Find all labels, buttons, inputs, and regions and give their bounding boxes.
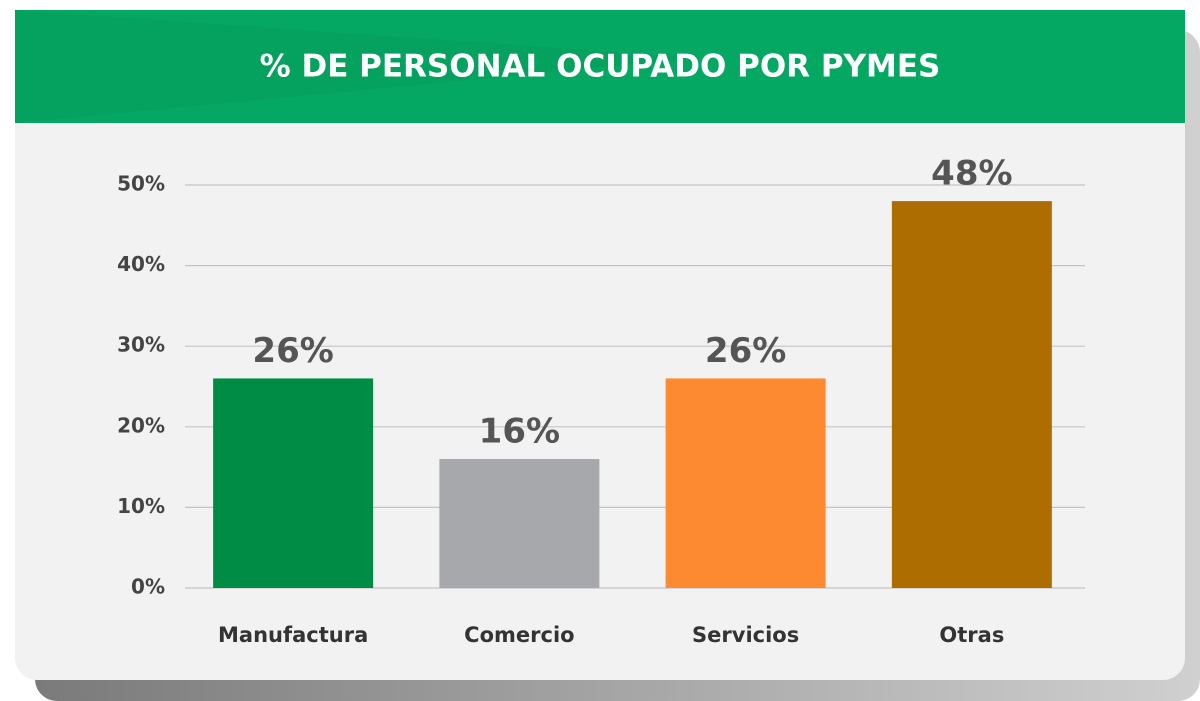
plot-area: 0% 10% 20% 30% 40% 50% Manufactura 26% Comercio 1… [117, 154, 1085, 647]
x-tick-label: Servicios [692, 623, 799, 647]
value-label: 48% [931, 154, 1012, 194]
x-tick-label: Comercio [464, 623, 574, 647]
value-label: 16% [479, 412, 560, 452]
y-tick-label: 40% [117, 252, 165, 276]
y-tick-label: 10% [117, 494, 165, 518]
value-label: 26% [252, 331, 333, 371]
header-stripe [15, 10, 700, 123]
y-tick-label: 20% [117, 413, 165, 437]
value-label: 26% [705, 331, 786, 371]
bar [891, 201, 1052, 588]
chart-title: % DE PERSONAL OCUPADO POR PYMES [260, 49, 941, 85]
header-top [15, 10, 1185, 123]
x-tick-label: Otras [939, 623, 1004, 647]
bar [213, 378, 374, 588]
bar [439, 459, 600, 588]
y-tick-label: 30% [117, 333, 165, 357]
bar [665, 378, 826, 588]
y-tick-label: 0% [131, 575, 165, 599]
y-tick-label: 50% [117, 172, 165, 196]
x-tick-label: Manufactura [218, 623, 368, 647]
